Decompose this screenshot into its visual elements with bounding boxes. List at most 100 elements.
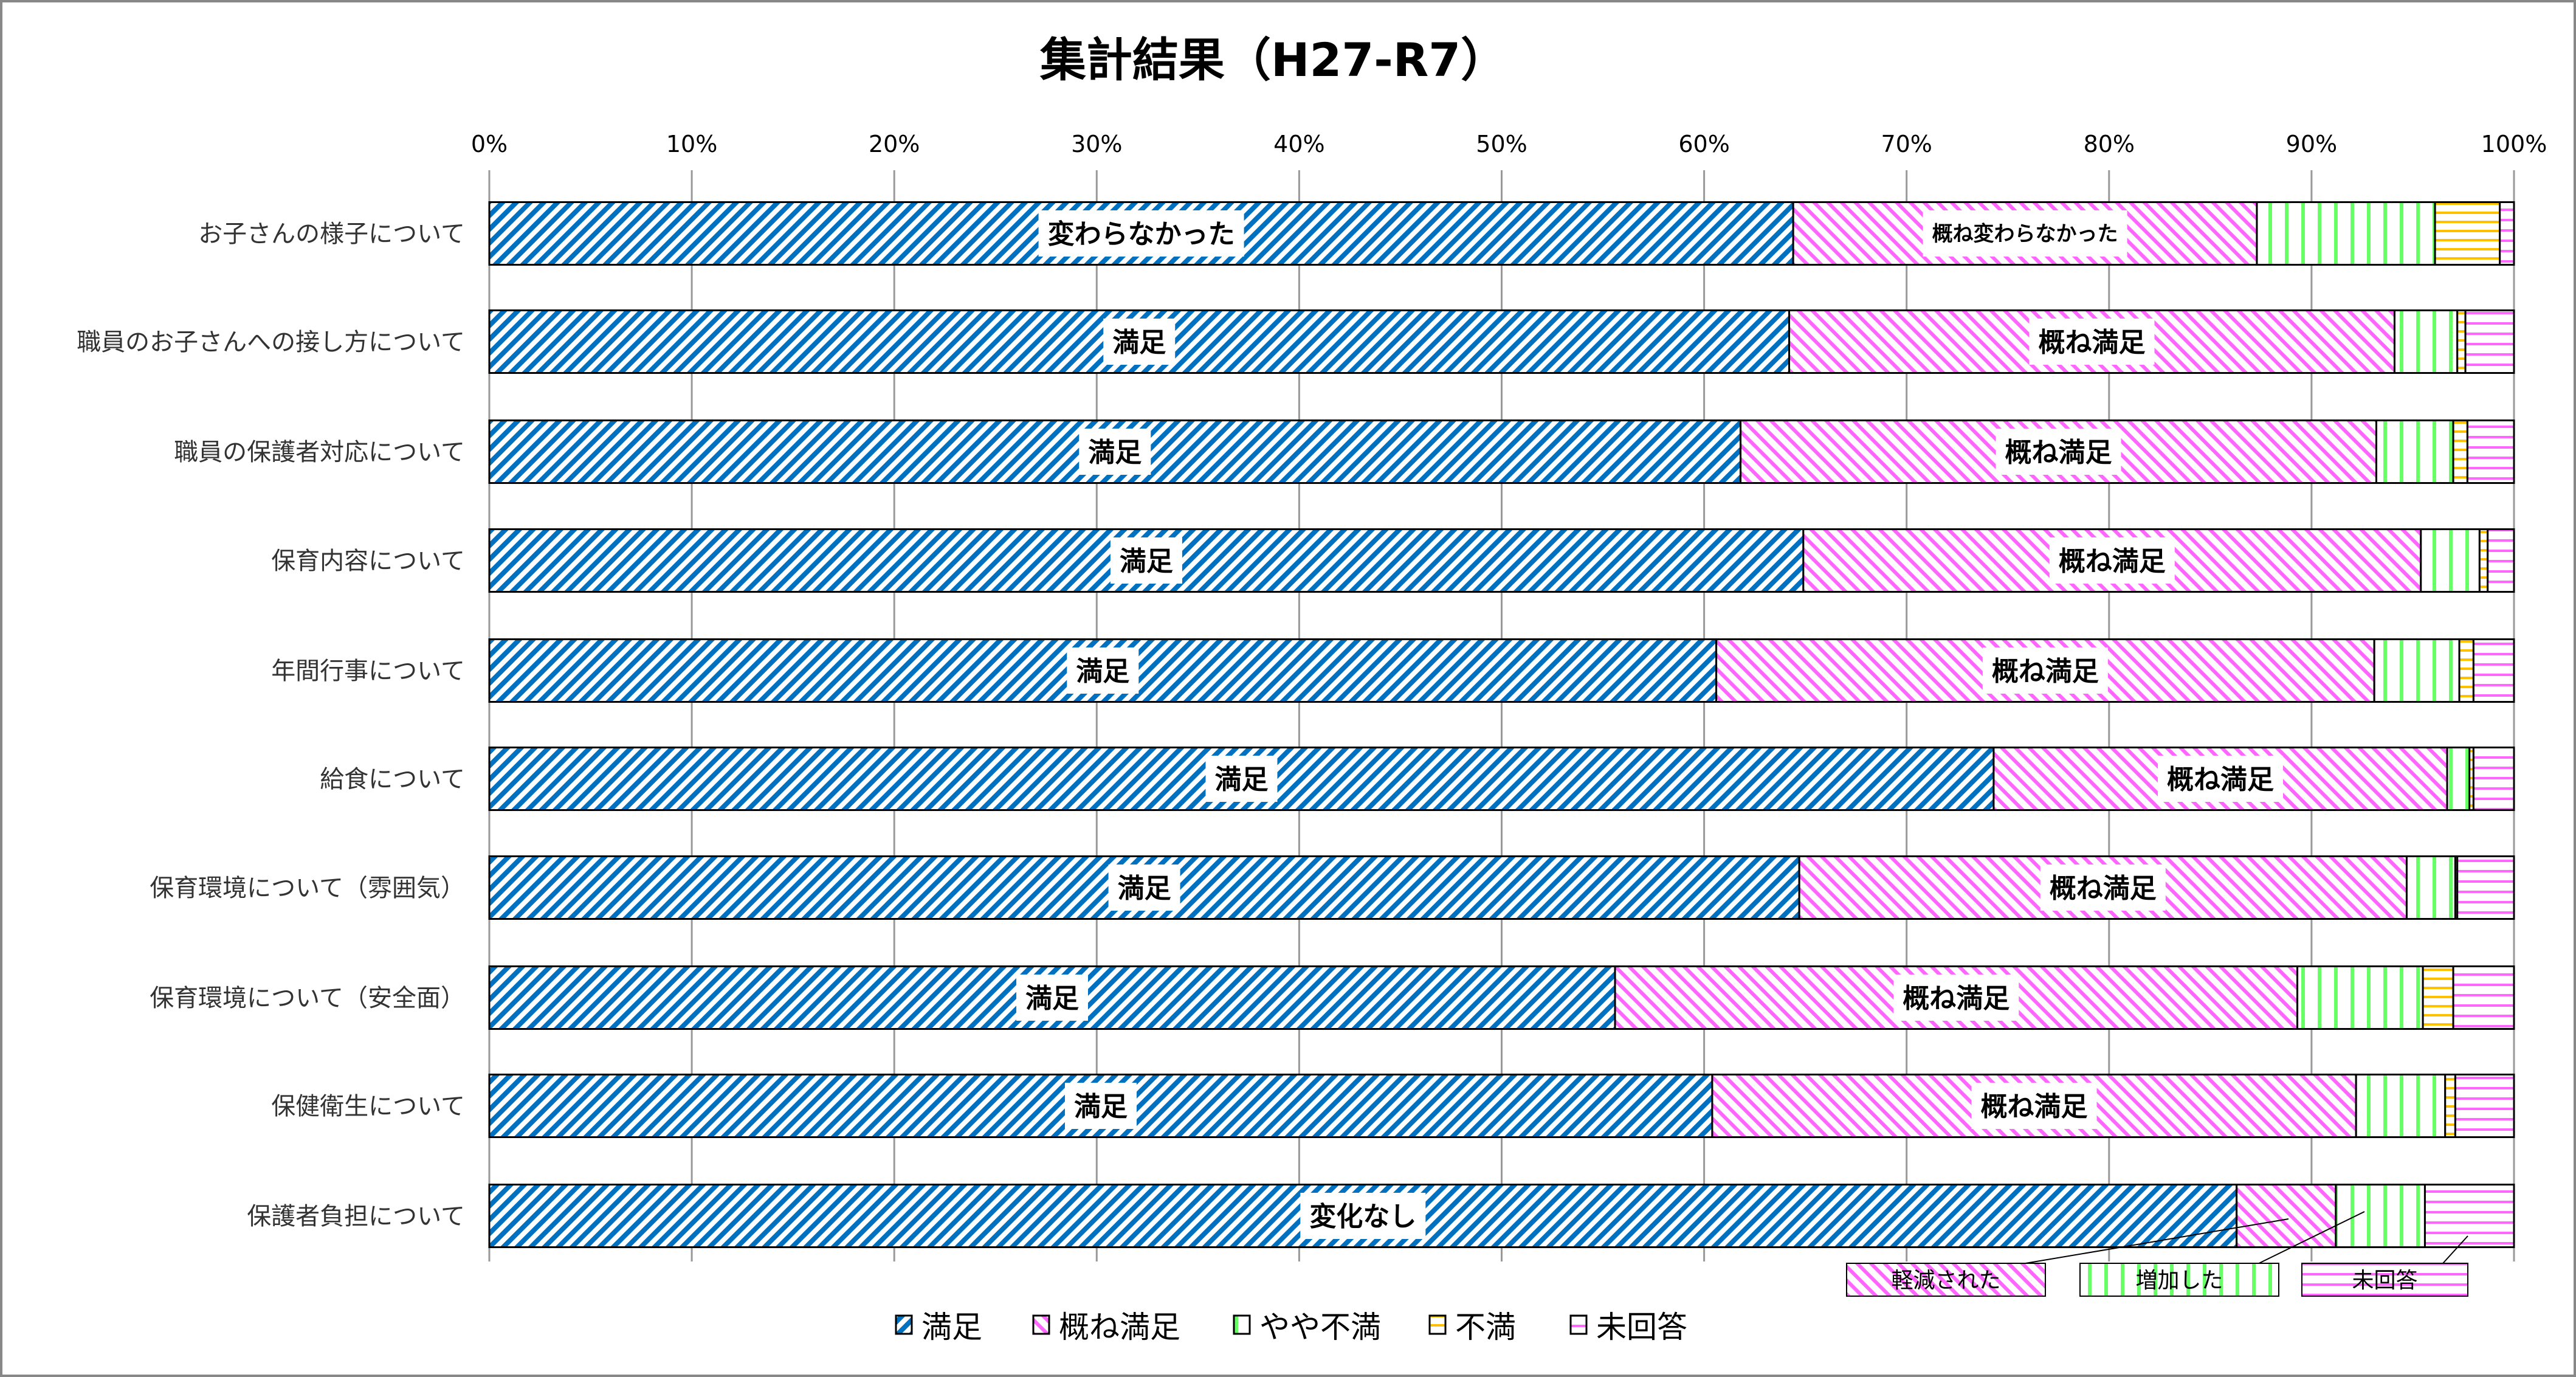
x-tick-label: 0% <box>471 131 508 157</box>
legend-label: 未回答 <box>1596 1310 1687 1345</box>
bar-segment-不満 <box>2444 1074 2456 1138</box>
callout-box <box>1846 1263 2046 1297</box>
bar-segment-未回答 <box>2423 1184 2515 1248</box>
category-label: 保健衛生について <box>271 1092 465 1120</box>
x-tick-label: 50% <box>1476 131 1527 157</box>
bar-segment-やや不満 <box>2375 419 2454 484</box>
data-label: 概ね満足 <box>2038 327 2145 358</box>
data-label: 概ね満足 <box>1981 1091 2088 1122</box>
bar-segment-不満 <box>2456 309 2467 374</box>
x-tick-label: 80% <box>2084 131 2135 157</box>
callout-leader-line <box>2258 1211 2365 1264</box>
data-label: 満足 <box>1074 1091 1128 1122</box>
bar-segment-未回答 <box>2466 419 2515 484</box>
bar-segment-不満 <box>2452 419 2468 484</box>
callout-box <box>2079 1263 2279 1297</box>
bar-segment-やや不満 <box>2355 1074 2447 1138</box>
bar-segment-未回答 <box>2456 855 2515 920</box>
callout-label: 軽減された <box>1891 1268 2000 1293</box>
legend-label: やや不満 <box>1259 1310 1381 1345</box>
data-label: 概ね満足 <box>2050 873 2157 904</box>
bar-segment-やや不満 <box>2405 855 2456 920</box>
data-label: 概ね満足 <box>2167 764 2274 795</box>
legend-swatch <box>1233 1314 1251 1335</box>
legend-swatch <box>1032 1314 1050 1335</box>
data-label: 満足 <box>1112 327 1166 358</box>
bar-segment-やや不満 <box>2393 309 2459 374</box>
callout-label: 増加した <box>2135 1268 2223 1293</box>
bar-segment-未回答 <box>2454 1074 2515 1138</box>
data-label-box <box>2049 537 2175 584</box>
bar-segment-やや不満 <box>2420 528 2481 593</box>
bar-segment-不満 <box>2434 201 2501 266</box>
callout-label: 未回答 <box>2352 1268 2417 1293</box>
data-label-box <box>1923 210 2127 257</box>
chart-title: 集計結果（H27-R7） <box>1039 33 1507 87</box>
data-label: 満足 <box>1025 983 1079 1014</box>
callout-box <box>2301 1263 2468 1297</box>
bar-segment-やや不満 <box>2373 638 2461 703</box>
data-label-box <box>1971 1083 2097 1129</box>
data-label: 概ね満足 <box>1992 656 2099 687</box>
category-label: お子さんの様子について <box>198 220 465 248</box>
data-label: 満足 <box>1214 764 1268 795</box>
data-label-box <box>2040 865 2166 911</box>
data-label-box <box>1067 647 1139 694</box>
data-label: 満足 <box>1088 437 1142 468</box>
data-label-box <box>1893 975 2019 1021</box>
data-label-box <box>1108 865 1180 911</box>
data-label-box <box>2029 319 2155 365</box>
category-label: 保育環境について（雰囲気） <box>150 874 465 902</box>
x-tick-label: 60% <box>1678 131 1729 157</box>
bar-segment-不満 <box>2458 638 2474 703</box>
data-label: 満足 <box>1076 656 1129 687</box>
bar-segment-やや不満 <box>2256 201 2436 266</box>
category-label: 年間行事について <box>271 657 465 685</box>
data-label: 概ね変わらなかった <box>1932 222 2118 246</box>
x-tick-label: 90% <box>2286 131 2337 157</box>
x-tick-label: 100% <box>2481 131 2547 157</box>
bar-segment-未回答 <box>2452 965 2515 1030</box>
data-label: 満足 <box>1118 873 1171 904</box>
legend-label: 不満 <box>1455 1310 1516 1345</box>
data-label: 満足 <box>1120 546 1173 577</box>
data-label-box <box>1205 756 1278 802</box>
data-label-box <box>2158 756 2284 802</box>
category-label: 職員のお子さんへの接し方について <box>77 328 465 356</box>
data-label: 概ね満足 <box>1903 983 2009 1014</box>
data-label: 概ね満足 <box>2059 546 2166 577</box>
bar-segment-未回答 <box>2464 309 2515 374</box>
legend-swatch <box>895 1314 913 1335</box>
data-label-box <box>1016 975 1089 1021</box>
legend-swatch <box>1569 1314 1588 1335</box>
x-tick-label: 10% <box>666 131 717 157</box>
category-label: 保育環境について（安全面） <box>150 984 465 1012</box>
data-label-box <box>1079 429 1151 475</box>
bar-segment-未回答 <box>2472 638 2515 703</box>
bar-segment-未回答 <box>2487 528 2515 593</box>
bar-segment-やや不満 <box>2335 1184 2426 1248</box>
bar-segment-不満 <box>2422 965 2454 1030</box>
data-label-box <box>1300 1193 1426 1239</box>
data-label-box <box>1982 647 2108 694</box>
bar-segment-やや不満 <box>2446 747 2471 811</box>
x-tick-label: 70% <box>1881 131 1932 157</box>
category-label: 職員の保護者対応について <box>174 438 465 466</box>
x-tick-label: 40% <box>1273 131 1324 157</box>
category-label: 保護者負担について <box>247 1203 465 1230</box>
bar-segment-不満 <box>2478 528 2489 593</box>
category-label: 保育内容について <box>271 547 465 575</box>
legend-swatch <box>1428 1314 1447 1335</box>
bar-segment-やや不満 <box>2296 965 2424 1030</box>
data-label-box <box>1996 429 2121 475</box>
data-label-box <box>1038 210 1244 257</box>
data-label-box <box>1103 319 1176 365</box>
data-label-box <box>1064 1083 1137 1129</box>
bar-segment-未回答 <box>2499 201 2515 266</box>
data-label: 変化なし <box>1309 1201 1416 1232</box>
callout-leader-line <box>2442 1235 2468 1264</box>
callout-leader-line <box>2025 1218 2289 1264</box>
category-label: 給食について <box>320 765 465 793</box>
x-tick-label: 20% <box>869 131 920 157</box>
